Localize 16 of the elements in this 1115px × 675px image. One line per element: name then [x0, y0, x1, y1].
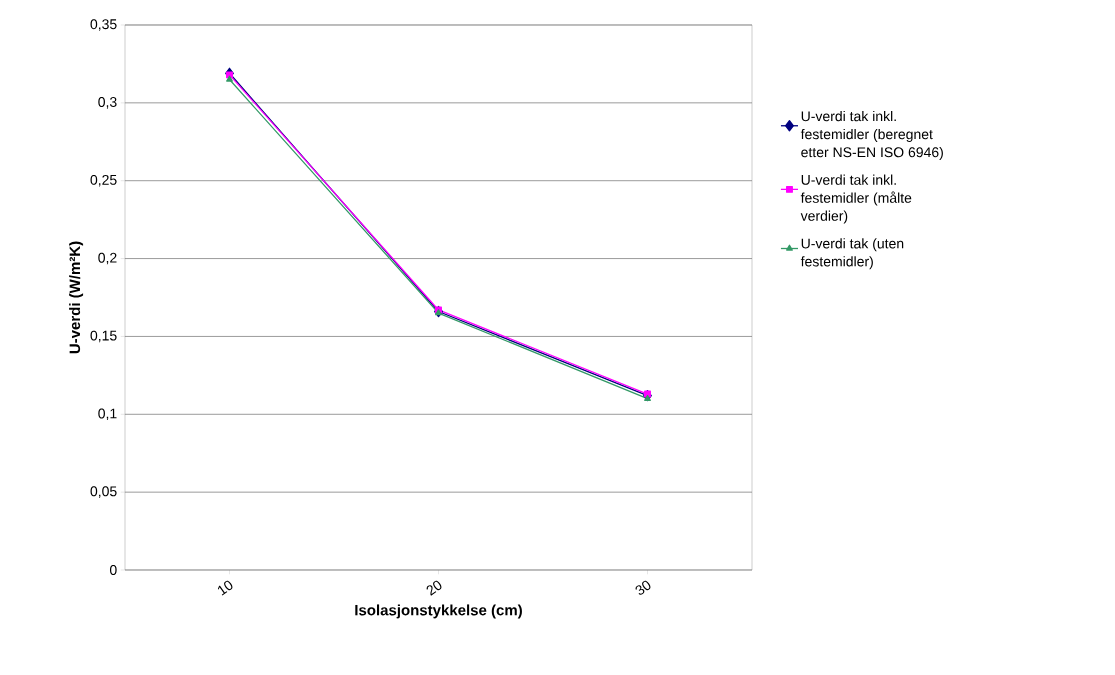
- legend-label: U-verdi tak (uten festemidler): [800, 238, 904, 270]
- y-tick-label: 0,3: [98, 97, 117, 109]
- legend-label: U-verdi tak inkl. festemidler (beregnet etter NS-EN ISO 6946): [800, 110, 943, 160]
- y-tick-label: 0,1: [98, 408, 117, 421]
- x-axis-title: Isolasjonstykkelse (cm): [355, 604, 522, 619]
- x-tick-label: 20: [426, 580, 442, 596]
- y-tick-label: 0,2: [98, 252, 117, 265]
- y-axis-title: U-verdi (W/m²K): [69, 241, 84, 354]
- y-tick-label: 0,25: [90, 174, 117, 187]
- x-tick-label: 10: [217, 580, 233, 596]
- y-tick-label: 0: [109, 565, 117, 575]
- x-tick-label: 30: [635, 580, 651, 595]
- y-tick-label: 0,05: [90, 486, 117, 498]
- y-tick-label: 0,35: [90, 19, 117, 31]
- y-tick-label: 0,15: [90, 330, 117, 343]
- legend-label: U-verdi tak inkl. festemidler (målte verdier): [800, 174, 912, 224]
